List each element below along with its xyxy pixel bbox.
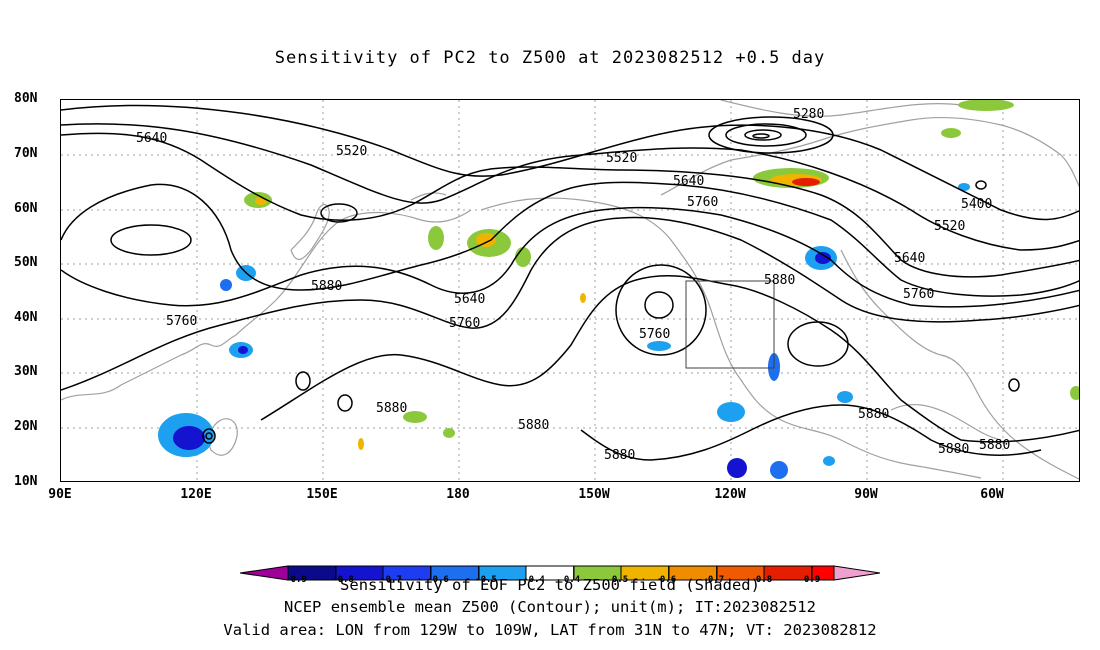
contour-label: 5880: [311, 279, 342, 294]
colorbar-label: -0.9: [285, 575, 307, 585]
contour-label: 5880: [604, 448, 635, 463]
colorbar-label: -0.8: [332, 575, 354, 585]
colorbar-label: 0.7: [707, 575, 725, 585]
map-title: Sensitivity of PC2 to Z500 at 2023082512…: [274, 48, 826, 68]
contour-label: 5520: [934, 219, 965, 234]
lon-label-120w: 120W: [714, 487, 746, 502]
colorbar-label: 0.5: [611, 575, 629, 585]
colorbar: [240, 565, 880, 581]
contour-label: 5880: [518, 418, 549, 433]
z500-contours: [61, 104, 1079, 461]
map-panel: 5280 5400 5520 5520 5520 5640 5640 5640 …: [60, 99, 1080, 482]
lat-label-10n: 10N: [14, 474, 38, 489]
contour-label: 5520: [606, 151, 637, 166]
contour-label: 5520: [336, 144, 367, 159]
contour-label: 5640: [454, 292, 485, 307]
lon-label-150w: 150W: [578, 487, 610, 502]
contour-label: 5640: [673, 174, 704, 189]
contour-label: 5760: [166, 314, 197, 329]
lon-label-180: 180: [446, 487, 470, 502]
contour-label: 5760: [639, 327, 670, 342]
lat-label-20n: 20N: [14, 419, 38, 434]
colorbar-max-arrow: [833, 565, 880, 581]
colorbar-label: 0.8: [755, 575, 773, 585]
lon-label-90e: 90E: [48, 487, 72, 502]
lat-label-40n: 40N: [14, 310, 38, 325]
colorbar-label: -0.7: [380, 575, 402, 585]
contour-label: 5880: [938, 442, 969, 457]
colorbar-label: 0.6: [659, 575, 677, 585]
contour-label: 5760: [903, 287, 934, 302]
caption-shading: Sensitivity of EOF PC2 to Z500 field (Sh…: [340, 576, 760, 594]
contour-label: 5640: [136, 131, 167, 146]
lon-label-90w: 90W: [854, 487, 878, 502]
contour-label: 5880: [858, 407, 889, 422]
caption-valid-area: Valid area: LON from 129W to 109W, LAT f…: [223, 621, 877, 639]
map-canvas: 5280 5400 5520 5520 5520 5640 5640 5640 …: [61, 100, 1079, 481]
lat-label-30n: 30N: [14, 364, 38, 379]
contour-label: 5880: [979, 438, 1010, 453]
valid-area-box: [685, 280, 775, 369]
sensitivity-shading: [158, 100, 1079, 479]
contour-label: 5640: [894, 251, 925, 266]
contour-label: 5400: [961, 197, 992, 212]
colorbar-label: -0.6: [427, 575, 449, 585]
lon-label-60w: 60W: [980, 487, 1004, 502]
contour-label: 5760: [449, 316, 480, 331]
contour-label: 5760: [687, 195, 718, 210]
lat-label-60n: 60N: [14, 201, 38, 216]
contour-label: 5280: [793, 107, 824, 122]
caption-contour: NCEP ensemble mean Z500 (Contour); unit(…: [284, 598, 816, 616]
colorbar-label: 0.4: [563, 575, 581, 585]
lon-label-120e: 120E: [180, 487, 212, 502]
lat-label-80n: 80N: [14, 91, 38, 106]
lat-label-50n: 50N: [14, 255, 38, 270]
colorbar-label: 0.9: [803, 575, 821, 585]
lon-label-150e: 150E: [306, 487, 338, 502]
colorbar-label: -0.5: [475, 575, 497, 585]
lat-label-70n: 70N: [14, 146, 38, 161]
contour-label: 5880: [376, 401, 407, 416]
colorbar-label: -0.4: [523, 575, 545, 585]
contour-label: 5880: [764, 273, 795, 288]
